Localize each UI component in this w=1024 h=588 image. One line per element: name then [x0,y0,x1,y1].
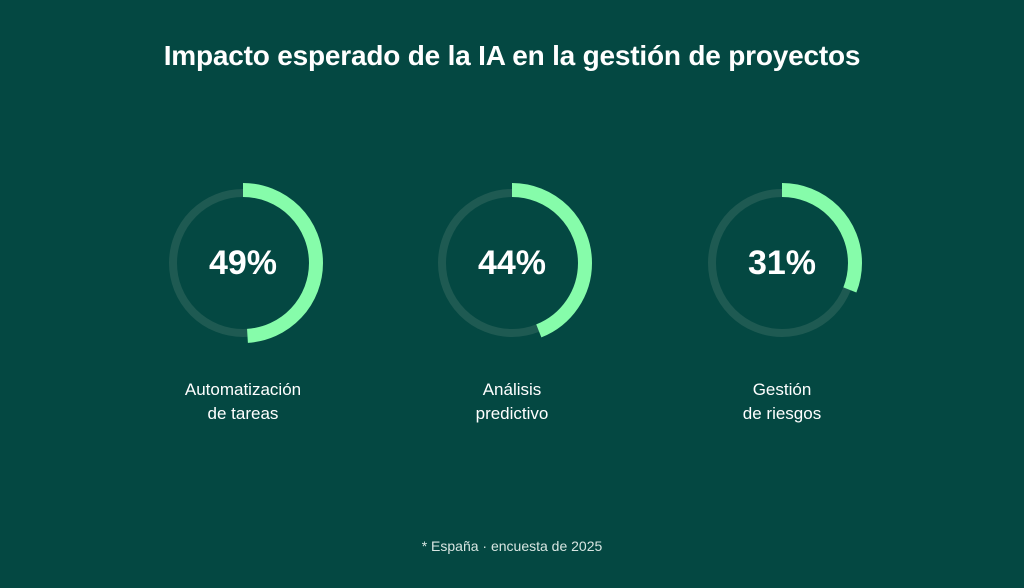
stat-label: Automatización de tareas [143,378,343,426]
donut-svg [432,183,592,343]
stat-label: Análisis predictivo [412,378,612,426]
footnote: * España · encuesta de 2025 [421,538,603,554]
stat-label-line2: predictivo [475,404,549,423]
stat-analisis: 44% Análisis predictivo [412,178,612,426]
donut-ring: 31% [697,178,867,348]
stat-label: Gestión de riesgos [682,378,882,426]
percentage-value: 49% [208,244,278,282]
donut-progress-arc [432,183,592,343]
stat-label-line2: de tareas [207,404,279,423]
stat-automatizacion: 49% Automatización de tareas [143,178,343,426]
donut-svg [702,183,862,343]
percentage-value: 31% [747,244,817,282]
donut-ring: 49% [158,178,328,348]
stat-label-line1: Automatización [184,380,302,399]
stat-label-line1: Gestión [752,380,812,399]
donut-progress-arc [163,183,323,343]
donut-stats: 49% Automatización de tareas 44% Análisi… [0,178,1024,448]
stat-riesgos: 31% Gestión de riesgos [682,178,882,426]
stat-label-line2: de riesgos [742,404,822,423]
stat-label-line1: Análisis [482,380,542,399]
donut-svg [163,183,323,343]
chart-title: Impacto esperado de la IA en la gestión … [163,40,861,71]
donut-ring: 44% [427,178,597,348]
donut-progress-arc [702,183,862,343]
percentage-value: 44% [477,244,547,282]
